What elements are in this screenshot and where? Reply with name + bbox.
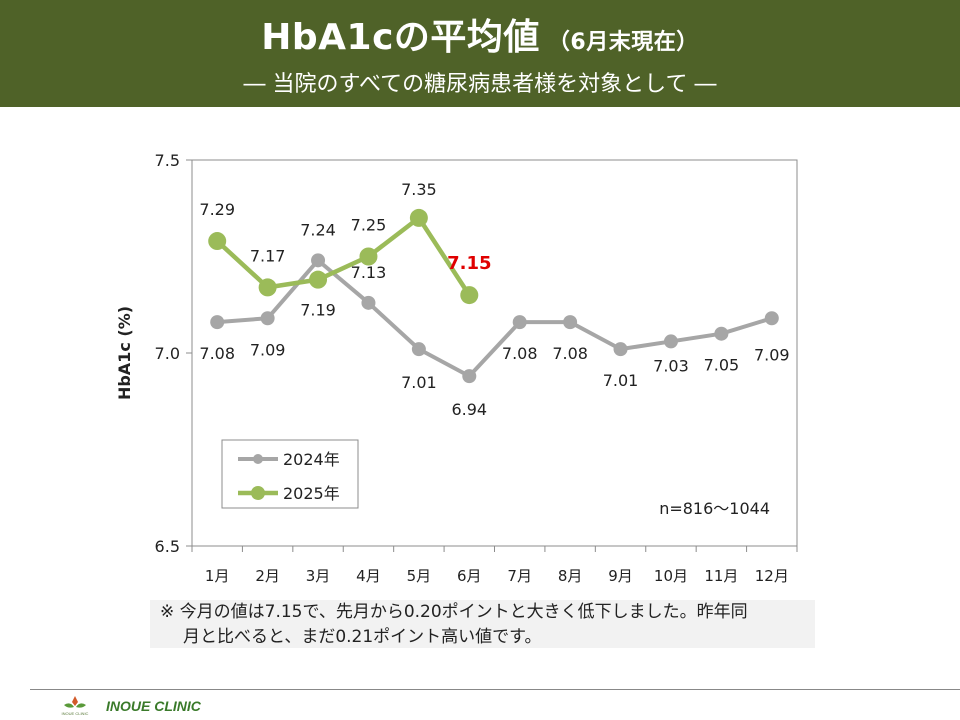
legend-marker-2025年 [251,486,265,500]
data-point-2024年 [764,311,779,326]
summary-note-line-2: 月と比べると、まだ0.21ポイント高い値です。 [183,627,542,647]
data-point-2024年 [210,315,225,330]
data-label: 7.24 [300,220,336,239]
x-tick-label: 5月 [407,567,432,585]
summary-note-line-1: ※ 今月の値は7.15で、先月から0.20ポイントと大きく低下しました。昨年同 [160,602,748,622]
x-tick-label: 3月 [306,567,331,585]
page-title-main: HbA1cの平均値 [261,17,540,58]
data-point-2024年 [462,369,477,384]
data-label: 7.19 [300,301,336,320]
data-label: 7.17 [250,246,286,265]
y-tick-label: 7.0 [155,344,180,363]
data-point-2025年 [409,208,428,227]
data-point-2024年 [563,315,578,330]
series-line-2024年 [217,258,773,379]
clinic-logo: INOUE CLINIC [62,696,89,716]
data-label: 7.09 [754,345,790,364]
footer-divider [30,689,960,690]
x-tick-label: 1月 [205,567,230,585]
x-tick-label: 4月 [356,567,381,585]
data-label: 7.08 [552,344,588,363]
data-point-2024年 [361,295,376,310]
sample-size-annotation: n=816～1044 [659,499,770,518]
y-tick-label: 6.5 [155,537,180,556]
hba1c-line-chart: 7.5 7.0 6.5 1月 2月 3月 4月 5月 6月 7月 8月 9月 10月 11月 12月 HbA1… [115,151,798,585]
clinic-name: INOUE CLINIC [106,698,201,714]
data-label: 7.25 [351,216,387,235]
data-point-2025年 [208,232,227,251]
y-tick-label: 7.5 [155,151,180,170]
x-tick-label: 11月 [704,567,738,585]
data-point-2025年 [309,270,328,289]
series-line-2025年 [215,215,472,297]
clinic-logo-text: INOUE CLINIC [62,711,89,716]
page-title: HbA1cの平均値 （6月末現在） [0,8,960,60]
data-point-2024年 [613,342,628,357]
data-label: 7.01 [401,373,437,392]
data-label: 7.01 [603,371,639,390]
legend-label-2024年: 2024年 [283,450,340,469]
legend-box [221,439,359,509]
legend-label-2025年: 2025年 [283,484,340,503]
data-label: 7.09 [250,340,286,359]
data-label: 7.35 [401,180,437,199]
x-tick-label: 7月 [507,567,532,585]
data-label: 7.05 [704,356,740,375]
data-label: 7.29 [199,200,235,219]
page-subtitle: ― 当院のすべての糖尿病患者様を対象として ― [243,72,717,97]
page-title-suffix: （6月末現在） [547,30,699,55]
header-banner: HbA1cの平均値 （6月末現在） ― 当院のすべての糖尿病患者様を対象として ― [0,0,960,107]
data-label: 7.03 [653,356,689,375]
data-point-2024年 [411,342,426,357]
x-tick-label: 9月 [608,567,633,585]
legend-marker-2024年 [253,454,263,464]
data-point-2024年 [714,326,729,341]
x-tick-label: 8月 [558,567,583,585]
x-tick-label: 10月 [654,567,688,585]
summary-note: ※ 今月の値は7.15で、先月から0.20ポイントと大きく低下しました。昨年同 … [150,600,815,648]
data-point-2024年 [663,334,678,349]
data-point-2025年 [258,278,277,297]
y-axis-label: HbA1c (%) [115,306,134,400]
data-label: 7.15 [447,253,491,274]
x-tick-label: 2月 [255,567,280,585]
x-tick-label: 6月 [457,567,482,585]
data-point-2025年 [460,286,479,305]
data-label: 7.08 [199,344,235,363]
data-label: 7.08 [502,344,538,363]
data-point-2024年 [512,315,527,330]
data-point-2025年 [359,247,378,266]
data-point-2024年 [311,253,326,268]
x-tick-label: 12月 [755,567,789,585]
data-label: 6.94 [451,400,487,419]
data-label: 7.13 [351,263,387,282]
data-point-2024年 [260,311,275,326]
